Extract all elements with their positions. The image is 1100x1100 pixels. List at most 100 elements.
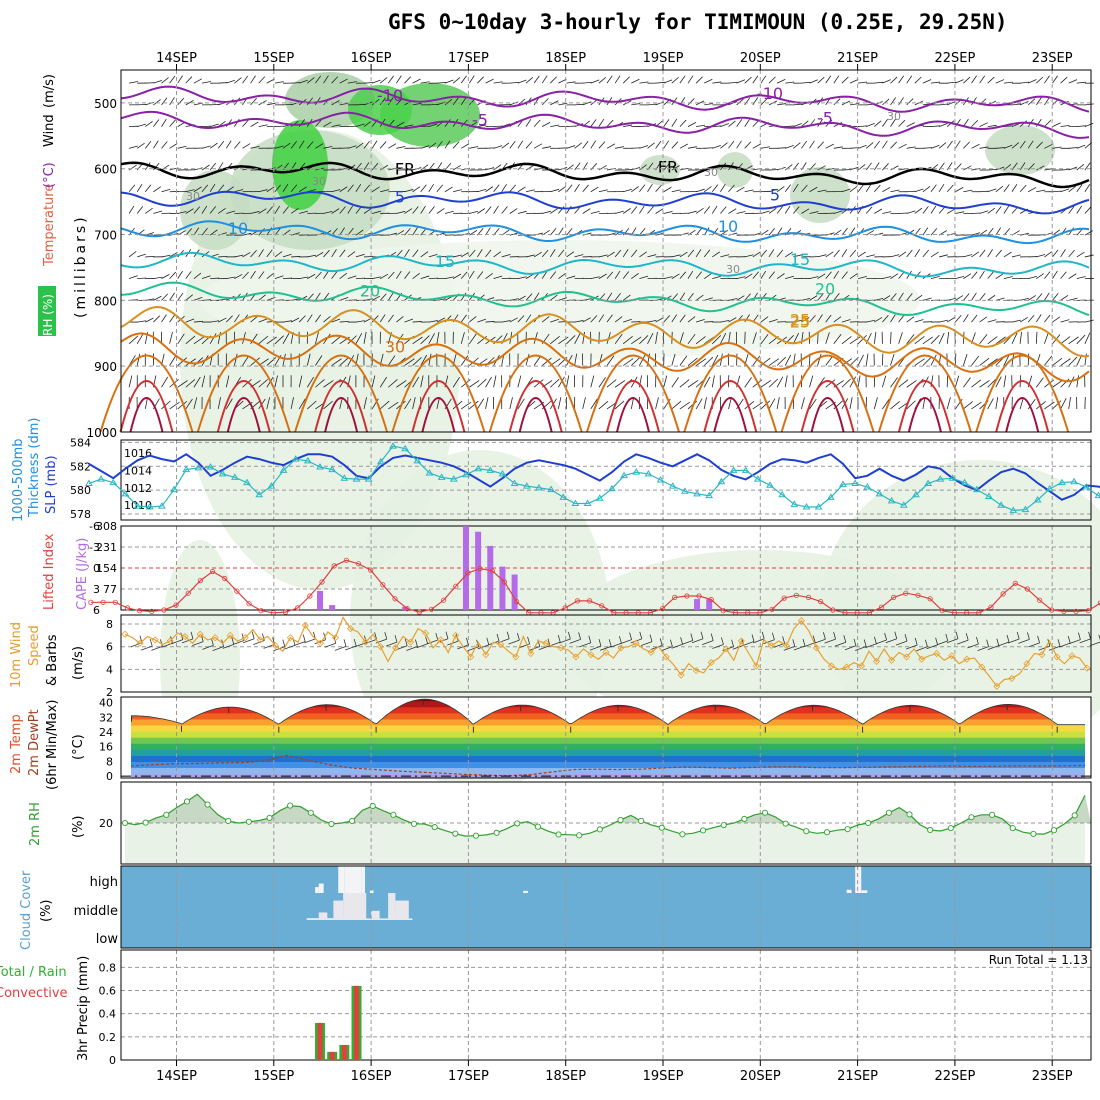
- slp-marker: [668, 482, 677, 489]
- wind-barb: [501, 142, 510, 149]
- wind-barb: [145, 317, 154, 323]
- temperature-band: [131, 761, 1085, 769]
- temperature-band: [131, 725, 1085, 733]
- wind-barb-10m: [212, 646, 224, 652]
- wind-barb: [906, 249, 913, 258]
- wind-barb-10m: [986, 639, 989, 647]
- wind-barb: [161, 77, 169, 84]
- wind-barb: [1027, 398, 1036, 410]
- wind-barb: [890, 165, 899, 171]
- wind-barb: [477, 271, 484, 279]
- wind-barb: [914, 207, 923, 214]
- wind-barb: [785, 144, 794, 149]
- wind-barb: [363, 82, 374, 84]
- wind-barb: [679, 379, 690, 388]
- slp-marker: [218, 469, 227, 477]
- wind-barb: [979, 270, 985, 279]
- slp-marker: [826, 493, 835, 500]
- wind-barb: [282, 253, 292, 258]
- wind-barb-10m: [710, 633, 714, 641]
- heat-contour: [780, 354, 875, 433]
- wind-barb: [1052, 249, 1059, 258]
- wind-barb-10m: [211, 638, 214, 646]
- wind-barb: [371, 295, 381, 301]
- temperature-tick: 40: [99, 697, 113, 710]
- wind-barb-10m: [987, 645, 999, 651]
- rh-marker: [121, 819, 129, 827]
- wind-barb: [501, 183, 507, 192]
- wind-barb: [663, 119, 670, 127]
- wind-barb: [444, 186, 453, 193]
- slp-marker: [1009, 506, 1018, 513]
- wind-barb: [137, 277, 147, 280]
- slp-tick: 1012: [124, 482, 152, 495]
- wind-speed-marker: [857, 662, 866, 670]
- wind-barb: [736, 119, 743, 127]
- wind-barb: [598, 377, 606, 388]
- wind-barb: [452, 164, 461, 171]
- wind-speed-marker: [662, 653, 670, 661]
- cape-bar: [487, 545, 494, 610]
- wind-barb: [890, 254, 900, 258]
- wind-barb: [209, 333, 217, 345]
- wind-barb: [404, 318, 414, 323]
- wind-barb: [420, 164, 429, 171]
- wind-barb: [784, 184, 791, 193]
- wind-barb: [995, 79, 1005, 84]
- wind-barb: [558, 78, 567, 84]
- wind-barb: [574, 183, 580, 192]
- wind-barb: [736, 211, 746, 214]
- lifted-index-marker: [258, 608, 264, 614]
- wind-barb: [372, 276, 382, 280]
- cloud-low-tick: low: [96, 932, 119, 947]
- lifted-index-marker: [599, 603, 605, 609]
- wind-barb: [1036, 273, 1044, 279]
- wind-barb: [379, 314, 386, 323]
- wind-speed-marker: [497, 640, 505, 649]
- wind-barb: [687, 122, 697, 127]
- wind-barb-10m: [180, 632, 184, 640]
- heat-contour: [216, 380, 271, 433]
- wind-barb: [760, 270, 767, 279]
- temperature-tick: 32: [99, 711, 113, 724]
- wind-barb-10m: [855, 646, 867, 651]
- wind-barb: [1044, 251, 1052, 258]
- cape-bar: [329, 605, 336, 610]
- wind-barb: [849, 227, 856, 236]
- wind-barb: [760, 98, 768, 106]
- wind-barb-10m: [1048, 645, 1061, 651]
- wind-barb: [946, 317, 956, 323]
- rh-marker: [1050, 827, 1058, 834]
- wind-barb: [663, 186, 672, 193]
- wind-barb: [566, 275, 576, 280]
- isotherm-label: 20: [360, 281, 380, 300]
- wind-barb: [671, 165, 680, 171]
- wind-barb: [396, 380, 407, 388]
- rh-shading: [717, 152, 753, 188]
- wind-barb: [1076, 375, 1079, 388]
- wind-barb: [323, 146, 333, 149]
- wind-barb: [752, 271, 759, 279]
- wind-barb: [169, 119, 176, 127]
- wind-speed-marker: [1008, 674, 1016, 682]
- precip-convective-bar: [317, 1022, 323, 1060]
- slp-marker: [608, 484, 616, 492]
- wind-barb: [995, 206, 1002, 214]
- wind-barb: [331, 208, 340, 214]
- wind-barb: [1035, 314, 1042, 323]
- wind-barb: [169, 75, 176, 84]
- wind-barb-10m: [1059, 642, 1071, 648]
- wind-barb: [728, 397, 732, 410]
- wind-barb: [696, 124, 706, 127]
- wind-barb: [420, 375, 424, 388]
- wind-barb: [906, 293, 913, 301]
- wind-barb-10m: [578, 632, 581, 640]
- wind-barb-10m: [222, 643, 234, 649]
- wind-barb: [574, 206, 581, 214]
- isotherm-label: 25: [790, 310, 810, 329]
- wind-barb: [825, 355, 834, 366]
- wind-barb: [193, 186, 202, 193]
- wind-barb-10m: [772, 632, 775, 640]
- minmax-axis-label: (6hr Min/Max): [45, 700, 60, 790]
- wind-barb: [217, 397, 221, 410]
